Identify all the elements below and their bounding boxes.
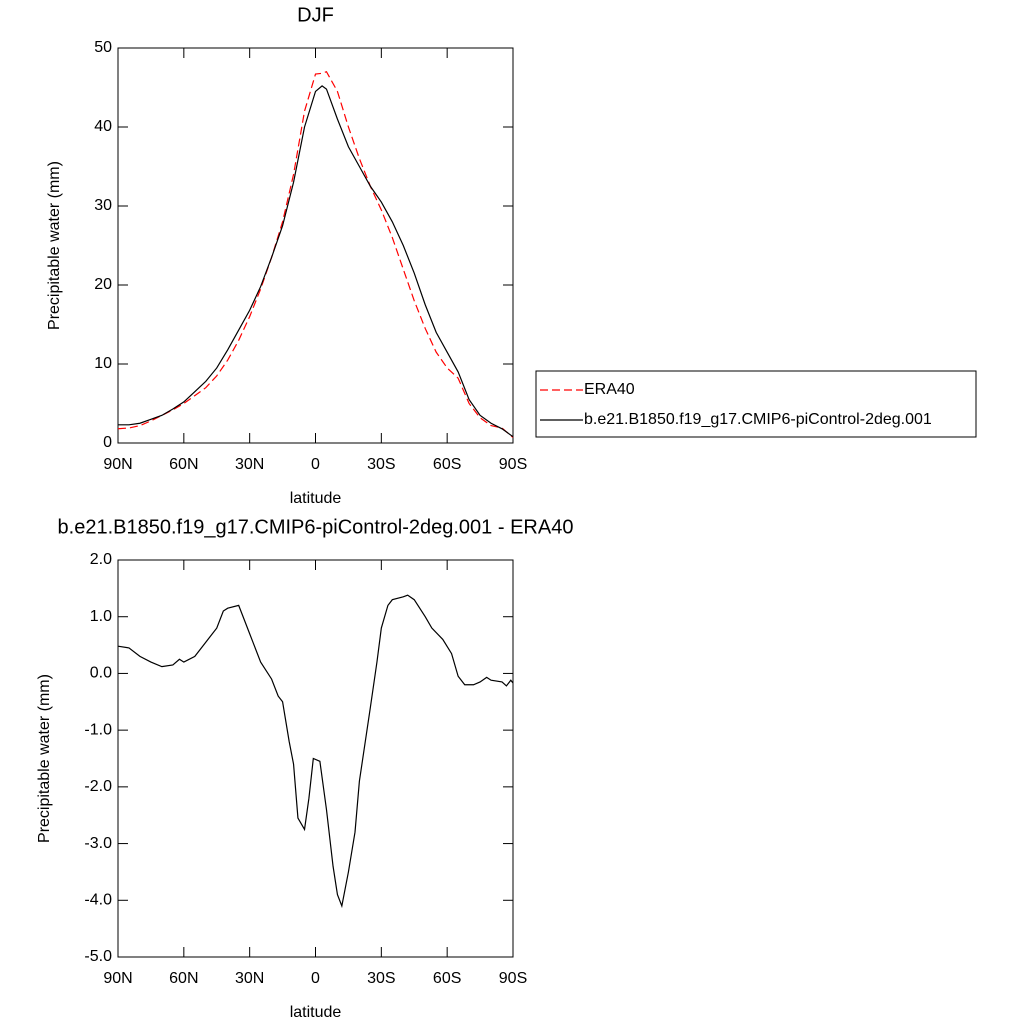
chart-title: b.e21.B1850.f19_g17.CMIP6-piControl-2deg… <box>58 516 574 538</box>
x-tick-label: 90N <box>103 456 132 473</box>
x-tick-label: 90S <box>499 970 527 987</box>
y-tick-label: 0.0 <box>90 665 112 682</box>
y-tick-label: -3.0 <box>84 835 112 852</box>
x-tick-label: 30S <box>367 970 395 987</box>
y-axis-label: Precipitable water (mm) <box>36 674 53 843</box>
y-tick-label: -4.0 <box>84 892 112 909</box>
x-tick-label: 30S <box>367 456 395 473</box>
legend-label: ERA40 <box>584 381 635 398</box>
y-tick-label: 0 <box>103 434 112 451</box>
plot-frame <box>117 47 514 444</box>
x-tick-label: 60N <box>169 970 198 987</box>
x-tick-label: 60S <box>433 456 461 473</box>
y-tick-label: 1.0 <box>90 608 112 625</box>
x-axis-label: latitude <box>290 1004 342 1021</box>
legend-label: b.e21.B1850.f19_g17.CMIP6-piControl-2deg… <box>584 411 932 428</box>
x-tick-label: 0 <box>311 970 320 987</box>
x-tick-label: 30N <box>235 970 264 987</box>
x-axis-label: latitude <box>290 490 342 507</box>
x-tick-label: 60S <box>433 970 461 987</box>
y-axis-label: Precipitable water (mm) <box>46 161 63 330</box>
x-tick-label: 0 <box>311 456 320 473</box>
x-tick-label: 90N <box>103 970 132 987</box>
chart-title: DJF <box>297 4 334 26</box>
y-tick-label: 50 <box>94 39 112 56</box>
y-tick-label: 2.0 <box>90 551 112 568</box>
y-tick-label: -1.0 <box>84 721 112 738</box>
x-tick-label: 90S <box>499 456 527 473</box>
data-line <box>118 85 514 438</box>
data-line <box>117 594 514 909</box>
data-line <box>117 70 514 438</box>
x-tick-label: 30N <box>235 456 264 473</box>
y-tick-label: 40 <box>94 118 112 135</box>
legend-box <box>535 370 977 438</box>
y-tick-label: 20 <box>94 276 112 293</box>
y-tick-label: -2.0 <box>84 778 112 795</box>
y-tick-label: -5.0 <box>84 948 112 965</box>
y-tick-label: 30 <box>94 197 112 214</box>
x-tick-label: 60N <box>169 456 198 473</box>
y-tick-label: 10 <box>94 355 112 372</box>
plot-frame <box>117 559 514 958</box>
